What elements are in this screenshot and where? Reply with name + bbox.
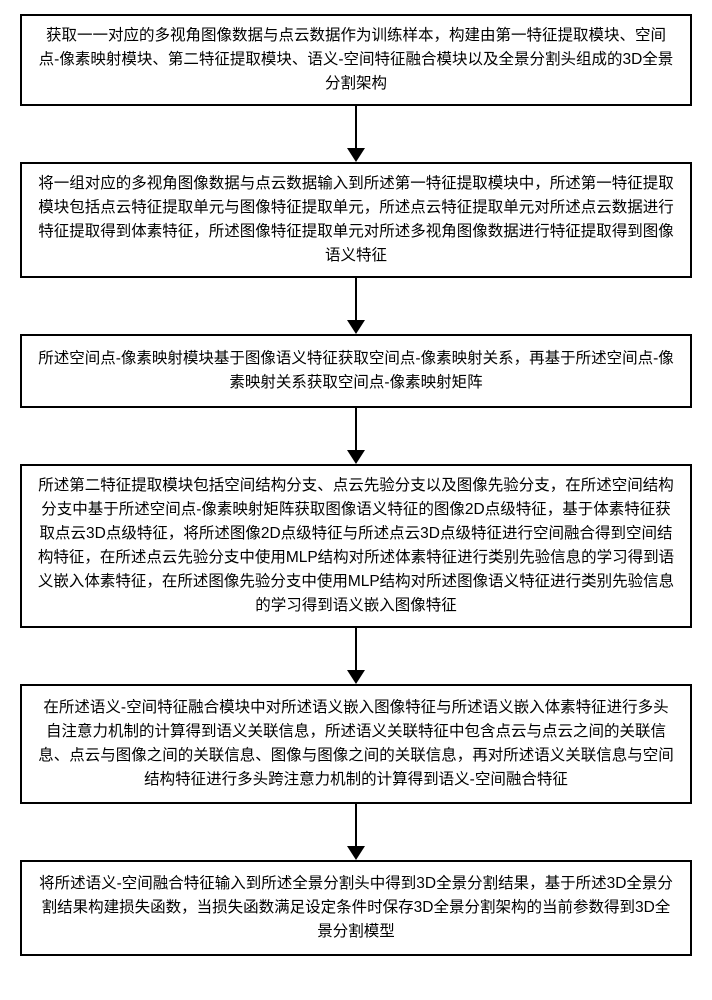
step-text: 将一组对应的多视角图像数据与点云数据输入到所述第一特征提取模块中，所述第一特征提… (36, 172, 676, 268)
arrow-down-icon (347, 106, 365, 162)
arrow-down-icon (347, 408, 365, 464)
step-text: 在所述语义-空间特征融合模块中对所述语义嵌入图像特征与所述语义嵌入体素特征进行多… (36, 696, 676, 792)
step-text: 所述空间点-像素映射模块基于图像语义特征获取空间点-像素映射关系，再基于所述空间… (36, 347, 676, 395)
step-box-s2: 将一组对应的多视角图像数据与点云数据输入到所述第一特征提取模块中，所述第一特征提… (20, 162, 692, 278)
step-box-s3: 所述空间点-像素映射模块基于图像语义特征获取空间点-像素映射关系，再基于所述空间… (20, 334, 692, 408)
step-box-s1: 获取一一对应的多视角图像数据与点云数据作为训练样本，构建由第一特征提取模块、空间… (20, 14, 692, 106)
step-box-s5: 在所述语义-空间特征融合模块中对所述语义嵌入图像特征与所述语义嵌入体素特征进行多… (20, 684, 692, 804)
step-box-s4: 所述第二特征提取模块包括空间结构分支、点云先验分支以及图像先验分支，在所述空间结… (20, 464, 692, 628)
step-text: 所述第二特征提取模块包括空间结构分支、点云先验分支以及图像先验分支，在所述空间结… (36, 474, 676, 618)
arrow-down-icon (347, 804, 365, 860)
step-text: 将所述语义-空间融合特征输入到所述全景分割头中得到3D全景分割结果，基于所述3D… (36, 872, 676, 944)
step-box-s6: 将所述语义-空间融合特征输入到所述全景分割头中得到3D全景分割结果，基于所述3D… (20, 860, 692, 956)
step-text: 获取一一对应的多视角图像数据与点云数据作为训练样本，构建由第一特征提取模块、空间… (36, 24, 676, 96)
arrow-down-icon (347, 278, 365, 334)
arrow-down-icon (347, 628, 365, 684)
flowchart: 获取一一对应的多视角图像数据与点云数据作为训练样本，构建由第一特征提取模块、空间… (20, 14, 692, 956)
